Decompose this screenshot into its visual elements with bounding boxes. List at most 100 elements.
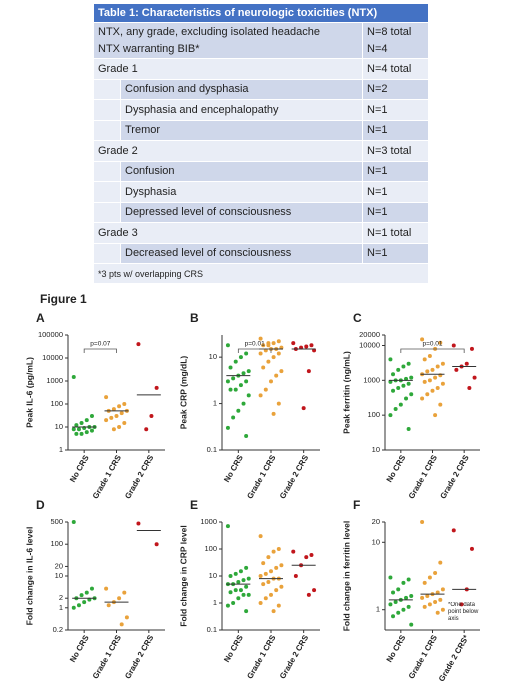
data-point — [117, 425, 122, 429]
x-tick-label: No CRS — [68, 453, 91, 484]
data-point — [258, 351, 263, 356]
data-point — [401, 607, 406, 612]
data-point — [274, 588, 279, 593]
data-point — [388, 575, 393, 580]
y-axis-label: Fold change in ferritin level — [341, 521, 351, 632]
x-tick-label: Grade 1 CRS — [91, 453, 124, 500]
y-tick-label: 100 — [50, 399, 63, 408]
data-point — [435, 590, 440, 595]
data-point — [111, 407, 116, 412]
data-point — [154, 385, 159, 390]
data-point — [244, 565, 249, 570]
table-row: Dysphasia N=1 — [93, 181, 429, 203]
data-point — [422, 379, 427, 384]
data-point — [409, 392, 414, 397]
data-point — [122, 590, 127, 595]
y-axis-label: Peak ferritin (ng/mL) — [341, 351, 351, 434]
y-tick-label: 20000 — [359, 330, 380, 339]
data-point — [440, 381, 445, 386]
y-tick-label: 0.1 — [207, 625, 217, 634]
row-value: N=1 — [362, 99, 429, 121]
row-value: N=1 — [362, 201, 429, 223]
data-point — [246, 576, 251, 581]
data-point — [76, 603, 81, 608]
data-point — [246, 369, 251, 374]
data-point — [225, 524, 230, 529]
y-tick-label: 1 — [59, 603, 63, 612]
data-point — [401, 364, 406, 369]
data-point — [459, 602, 464, 607]
data-point — [258, 574, 263, 578]
data-point — [76, 427, 81, 432]
data-point — [89, 586, 94, 591]
data-point — [258, 336, 263, 341]
data-point — [79, 420, 84, 425]
data-point — [469, 346, 474, 351]
data-point — [71, 374, 76, 379]
table-header: Table 1: Characteristics of neurologic t… — [93, 3, 429, 23]
indent-cell — [93, 99, 121, 121]
data-point — [422, 357, 427, 362]
data-point — [276, 547, 281, 551]
data-point — [438, 402, 443, 407]
table-row: Confusion and dysphasia N=2 — [93, 78, 429, 100]
row-label: NTX warranting BIB* — [93, 40, 363, 59]
data-point — [420, 595, 425, 600]
data-point — [244, 379, 249, 384]
table-footnote-row: *3 pts w/ overlapping CRS — [93, 263, 429, 284]
data-point — [114, 414, 119, 419]
row-label: Decreased level of consciousness — [120, 242, 363, 264]
data-point — [228, 590, 233, 595]
data-point — [433, 600, 438, 605]
x-tick-label: Grade 1 CRS — [245, 633, 278, 680]
data-point — [301, 406, 306, 411]
data-point — [246, 592, 251, 597]
x-tick-label: No CRS — [385, 453, 408, 484]
data-point — [228, 387, 233, 392]
table-row: NTX warranting BIB* N=4 — [93, 40, 429, 59]
data-point — [225, 343, 230, 348]
data-point — [279, 584, 284, 589]
data-point — [246, 393, 251, 398]
data-point — [244, 609, 249, 614]
data-point — [79, 593, 84, 598]
data-point — [398, 402, 403, 407]
data-point — [258, 601, 263, 605]
data-point — [104, 395, 109, 400]
x-tick-label: Grade 2 CRS — [278, 453, 311, 500]
data-point — [451, 343, 456, 348]
data-point — [269, 379, 273, 384]
data-point — [472, 375, 477, 380]
x-tick-label: Grade 2 CRS — [123, 453, 156, 500]
data-point — [241, 578, 246, 583]
data-point — [427, 575, 432, 580]
y-tick-label: 1 — [213, 399, 217, 408]
data-point — [74, 423, 79, 428]
data-point — [388, 357, 393, 362]
data-point — [393, 600, 398, 605]
toxicity-table: Table 1: Characteristics of neurologic t… — [93, 3, 429, 284]
data-point — [244, 584, 249, 589]
data-point — [74, 431, 79, 436]
data-point — [144, 427, 149, 432]
data-point — [266, 579, 271, 584]
row-label: Confusion and dysphasia — [120, 78, 363, 100]
y-tick-label: 20 — [372, 517, 380, 526]
data-point — [393, 407, 398, 412]
data-point — [225, 425, 230, 430]
x-tick-label: Grade 1 CRS — [245, 453, 278, 500]
data-point — [276, 351, 281, 356]
data-point — [391, 614, 396, 619]
p-value: p=0.07 — [90, 341, 110, 348]
data-point — [438, 340, 443, 345]
y-tick-label: 1 — [59, 445, 63, 454]
data-point — [422, 580, 427, 585]
data-point — [409, 375, 414, 380]
data-point — [71, 427, 76, 432]
data-point — [391, 388, 396, 393]
y-tick-label: 100000 — [38, 330, 63, 339]
data-point — [261, 365, 266, 370]
data-point — [269, 569, 273, 574]
data-point — [109, 415, 114, 420]
data-point — [409, 593, 414, 598]
